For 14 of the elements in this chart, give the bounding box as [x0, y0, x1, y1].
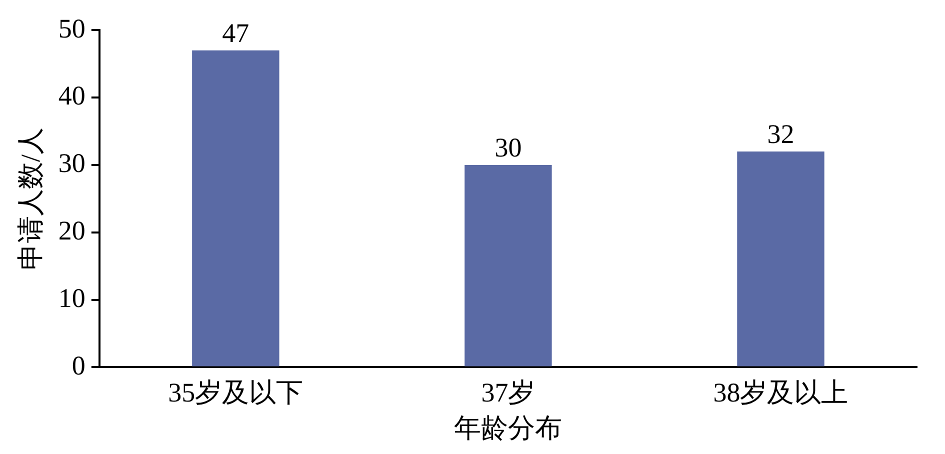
data-label: 30 [494, 132, 522, 163]
y-tick-label: 20 [58, 215, 86, 246]
y-tick-label: 30 [58, 148, 86, 178]
y-tick-label: 0 [72, 350, 86, 380]
y-tick-label: 50 [58, 13, 86, 44]
y-tick-label: 10 [58, 282, 86, 313]
x-axis-title: 年龄分布 [454, 412, 562, 443]
y-tick-label: 40 [58, 80, 86, 111]
y-axis-title: 申请人数/人 [15, 127, 46, 270]
x-tick-label: 37岁 [481, 377, 536, 408]
x-tick-label: 35岁及以下 [168, 377, 304, 408]
x-tick-label: 38岁及以上 [713, 377, 848, 408]
data-label: 47 [222, 18, 250, 48]
data-label: 32 [767, 119, 794, 150]
